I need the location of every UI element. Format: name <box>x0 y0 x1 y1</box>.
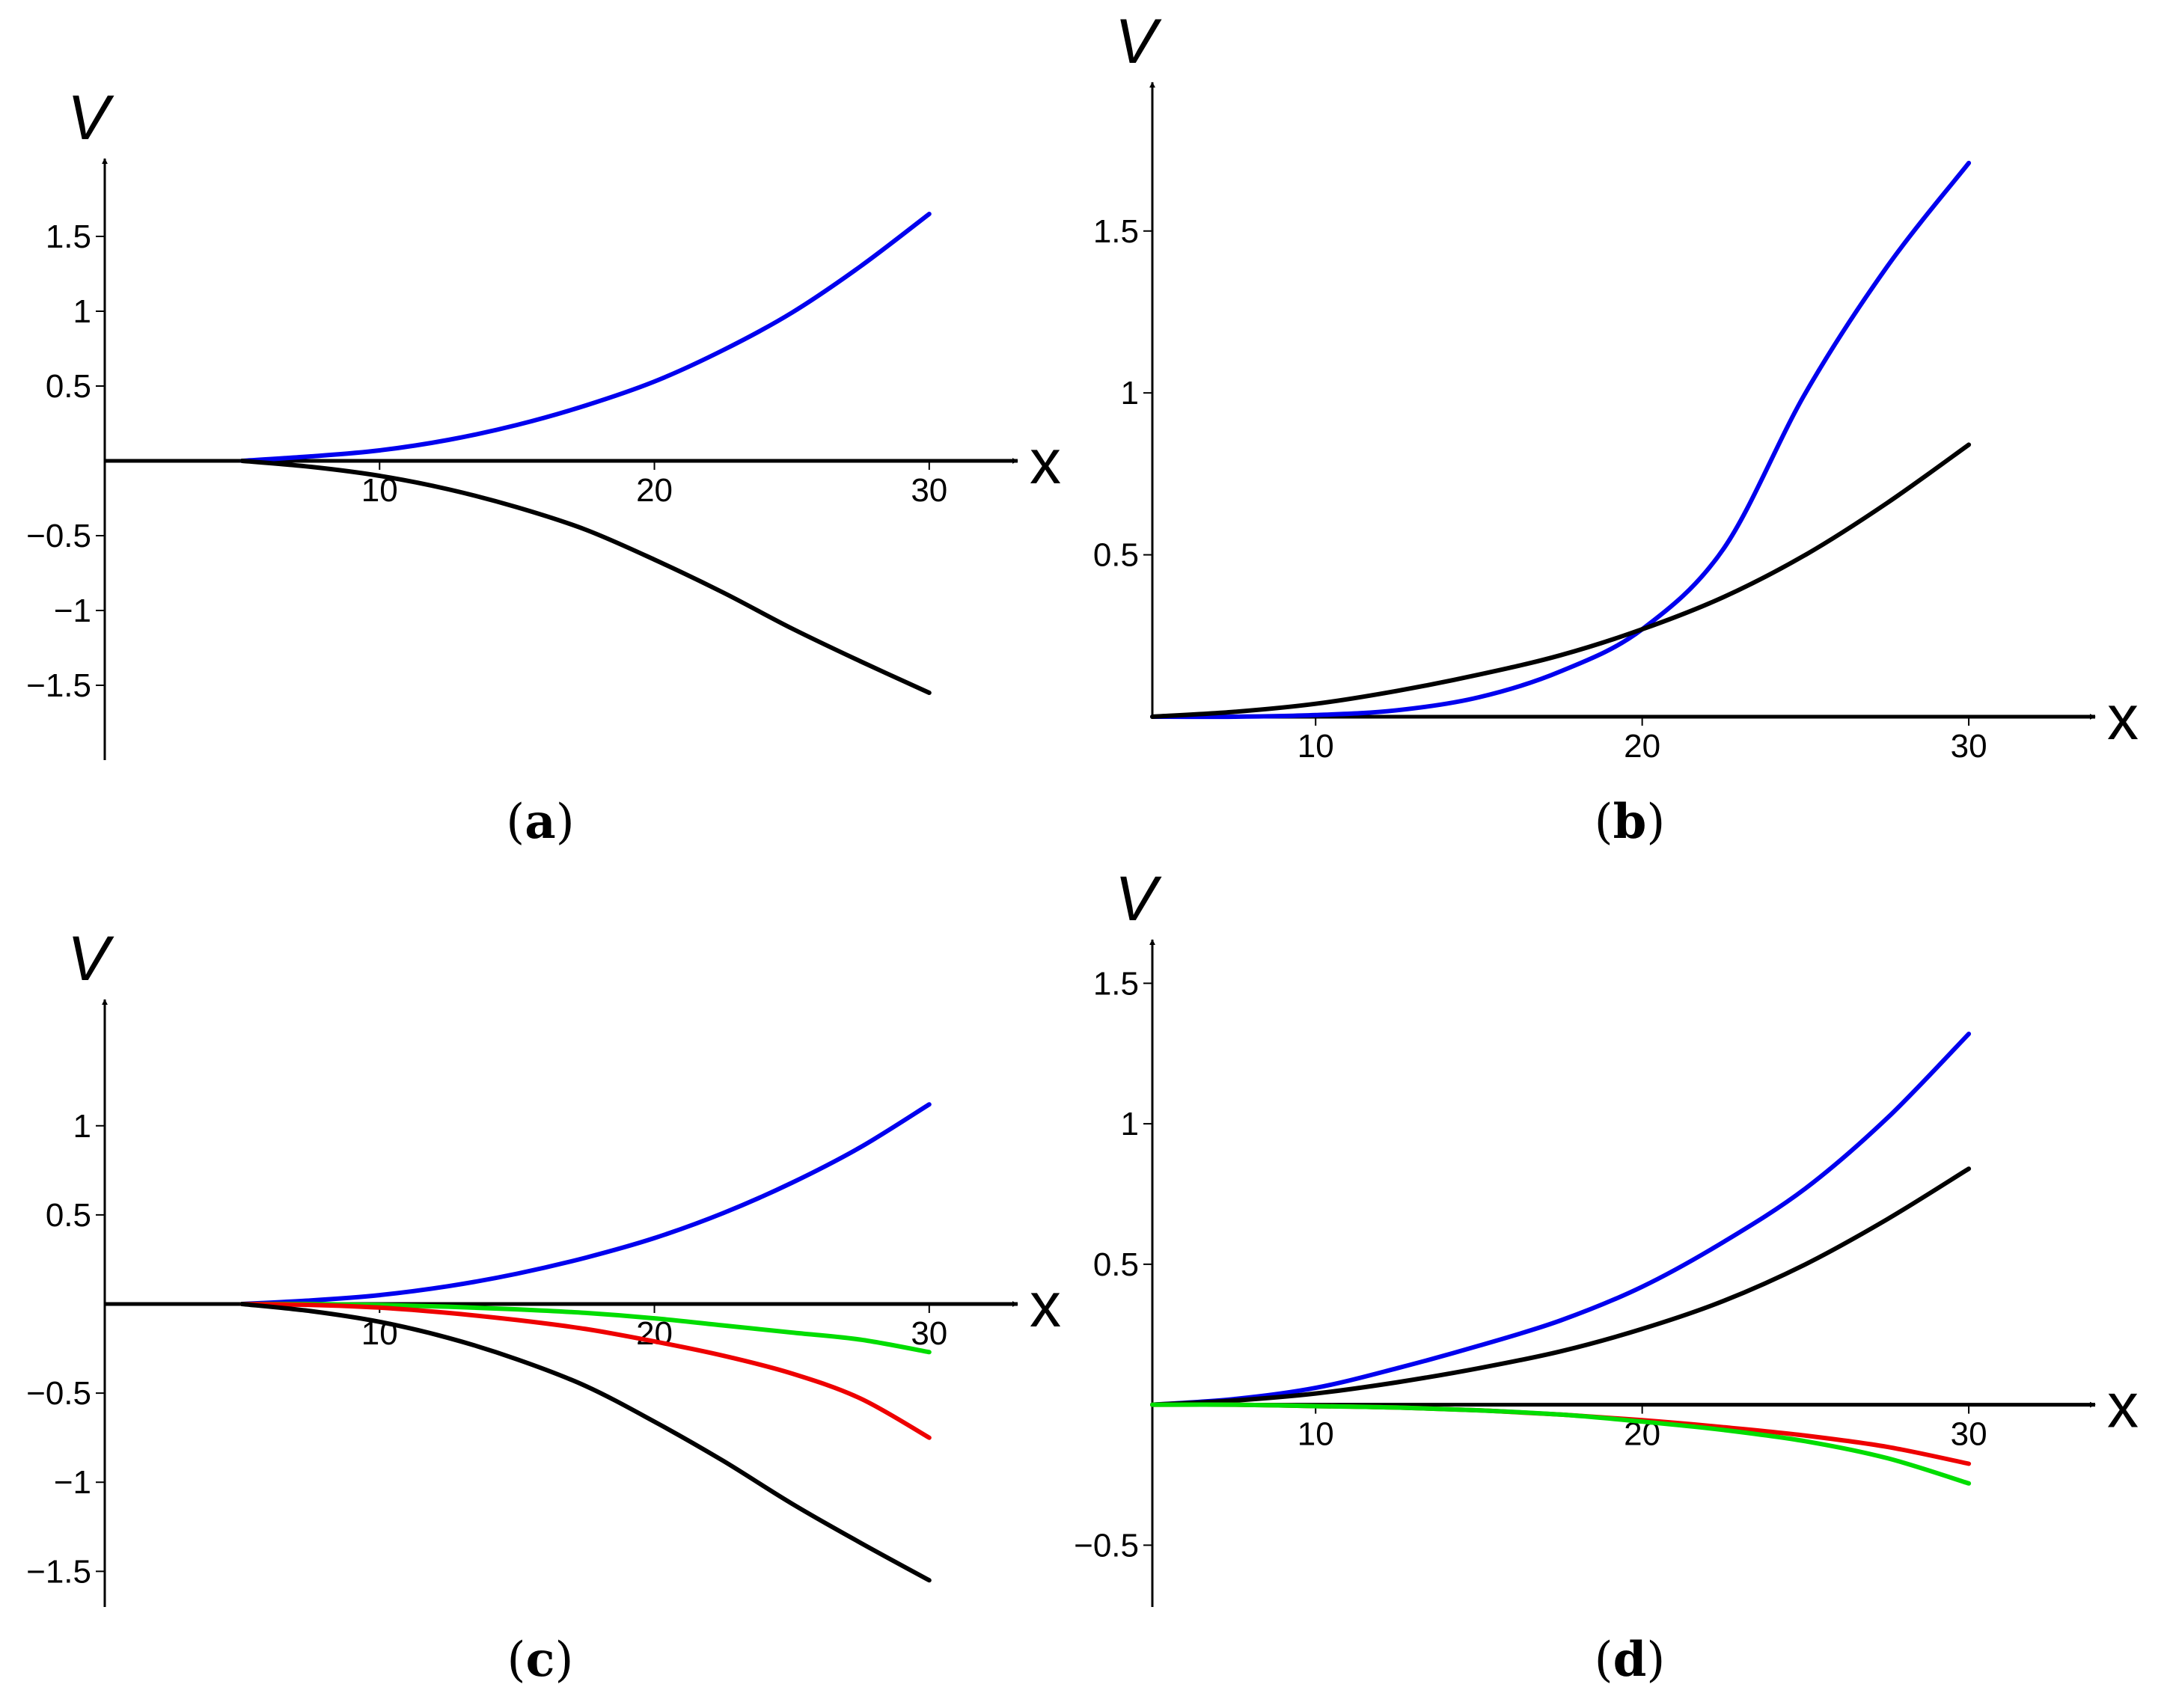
series-line-0 <box>239 1102 932 1306</box>
y-tick-label: 1 <box>73 1108 91 1145</box>
y-tick-label: −1.5 <box>26 1553 91 1590</box>
series-line-2 <box>239 1302 932 1440</box>
panel-label: (c) <box>507 1632 574 1688</box>
y-tick-label: −1 <box>54 1464 91 1501</box>
y-axis-label: V <box>67 923 114 994</box>
x-axis-label: x <box>2107 1371 2139 1441</box>
y-tick-label: 0.5 <box>46 368 91 405</box>
y-tick-label: 1 <box>1121 375 1139 411</box>
series-line-3 <box>1150 1402 1972 1486</box>
y-axis-label: V <box>1115 6 1162 76</box>
panel-a: 10 20 30−1.5−1−0.50.511.5xV(a) <box>26 82 1061 850</box>
x-tick-label: 20 <box>636 472 673 509</box>
y-tick-label: 1.5 <box>1093 213 1139 250</box>
panel-b: 10 20 30 0.5 1 1.5 x V (b) <box>1093 6 2139 850</box>
y-tick-label: −1.5 <box>26 667 91 704</box>
series-line-1 <box>239 459 932 695</box>
x-axis-label: x <box>1030 426 1061 497</box>
y-tick-label: −0.5 <box>26 518 91 554</box>
x-tick-label: 30 <box>911 1315 947 1352</box>
x-axis-label: x <box>2107 682 2139 753</box>
y-tick-label: 0.5 <box>46 1197 91 1234</box>
panel-label: (b) <box>1595 794 1666 850</box>
y-axis-label: V <box>67 82 114 153</box>
panel-label: (a) <box>506 794 574 850</box>
x-tick-label: 20 <box>1624 728 1660 765</box>
y-tick-label: 1 <box>1121 1106 1139 1142</box>
y-axis-label: V <box>1115 863 1162 934</box>
series-line-3 <box>239 1302 932 1583</box>
x-axis-label: x <box>1030 1270 1061 1340</box>
y-tick-label: 1.5 <box>1093 965 1139 1002</box>
panel-label: (d) <box>1595 1632 1666 1688</box>
series-line-1 <box>1150 1166 1972 1407</box>
y-tick-label: 1.5 <box>46 218 91 255</box>
x-tick-label: 30 <box>911 472 947 509</box>
series-line-1 <box>1150 442 1972 719</box>
series-line-0 <box>1150 1031 1972 1407</box>
x-tick-label: 10 <box>1298 728 1334 765</box>
series-line-0 <box>239 212 932 463</box>
y-tick-label: 0.5 <box>1093 537 1139 574</box>
series-line-0 <box>1150 160 1972 720</box>
y-tick-label: 1 <box>73 293 91 330</box>
x-tick-label: 30 <box>1951 728 1987 765</box>
x-tick-label: 10 <box>1298 1416 1334 1453</box>
y-tick-label: −1 <box>54 593 91 629</box>
x-tick-label: 30 <box>1951 1416 1987 1453</box>
panel-d: 10 20 30−0.50.511.5xV(d) <box>1074 863 2139 1688</box>
y-tick-label: 0.5 <box>1093 1246 1139 1283</box>
y-tick-label: −0.5 <box>26 1375 91 1412</box>
y-tick-label: −0.5 <box>1074 1527 1139 1564</box>
